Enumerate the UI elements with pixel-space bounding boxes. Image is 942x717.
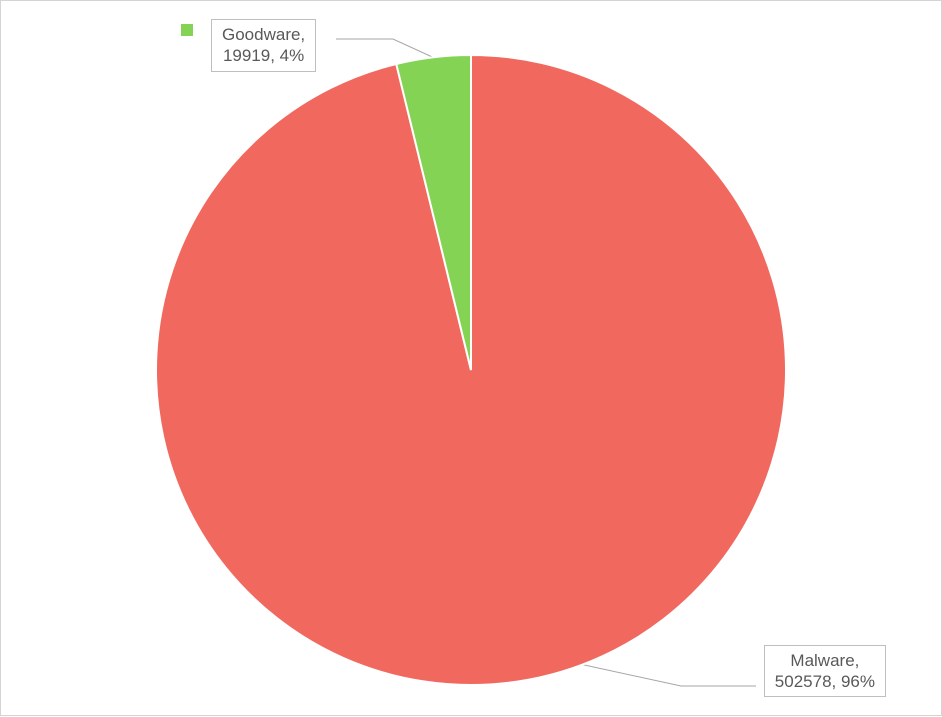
pie-slices [156, 55, 786, 685]
legend [181, 24, 193, 36]
callout-malware-line1: Malware, [775, 650, 875, 671]
callout-goodware-line1: Goodware, [222, 24, 305, 45]
legend-swatch-goodware [181, 24, 193, 36]
pie-chart-container: Goodware, 19919, 4% Malware, 502578, 96% [0, 0, 942, 716]
pie-chart [156, 55, 786, 685]
callout-malware-line2: 502578, 96% [775, 671, 875, 692]
